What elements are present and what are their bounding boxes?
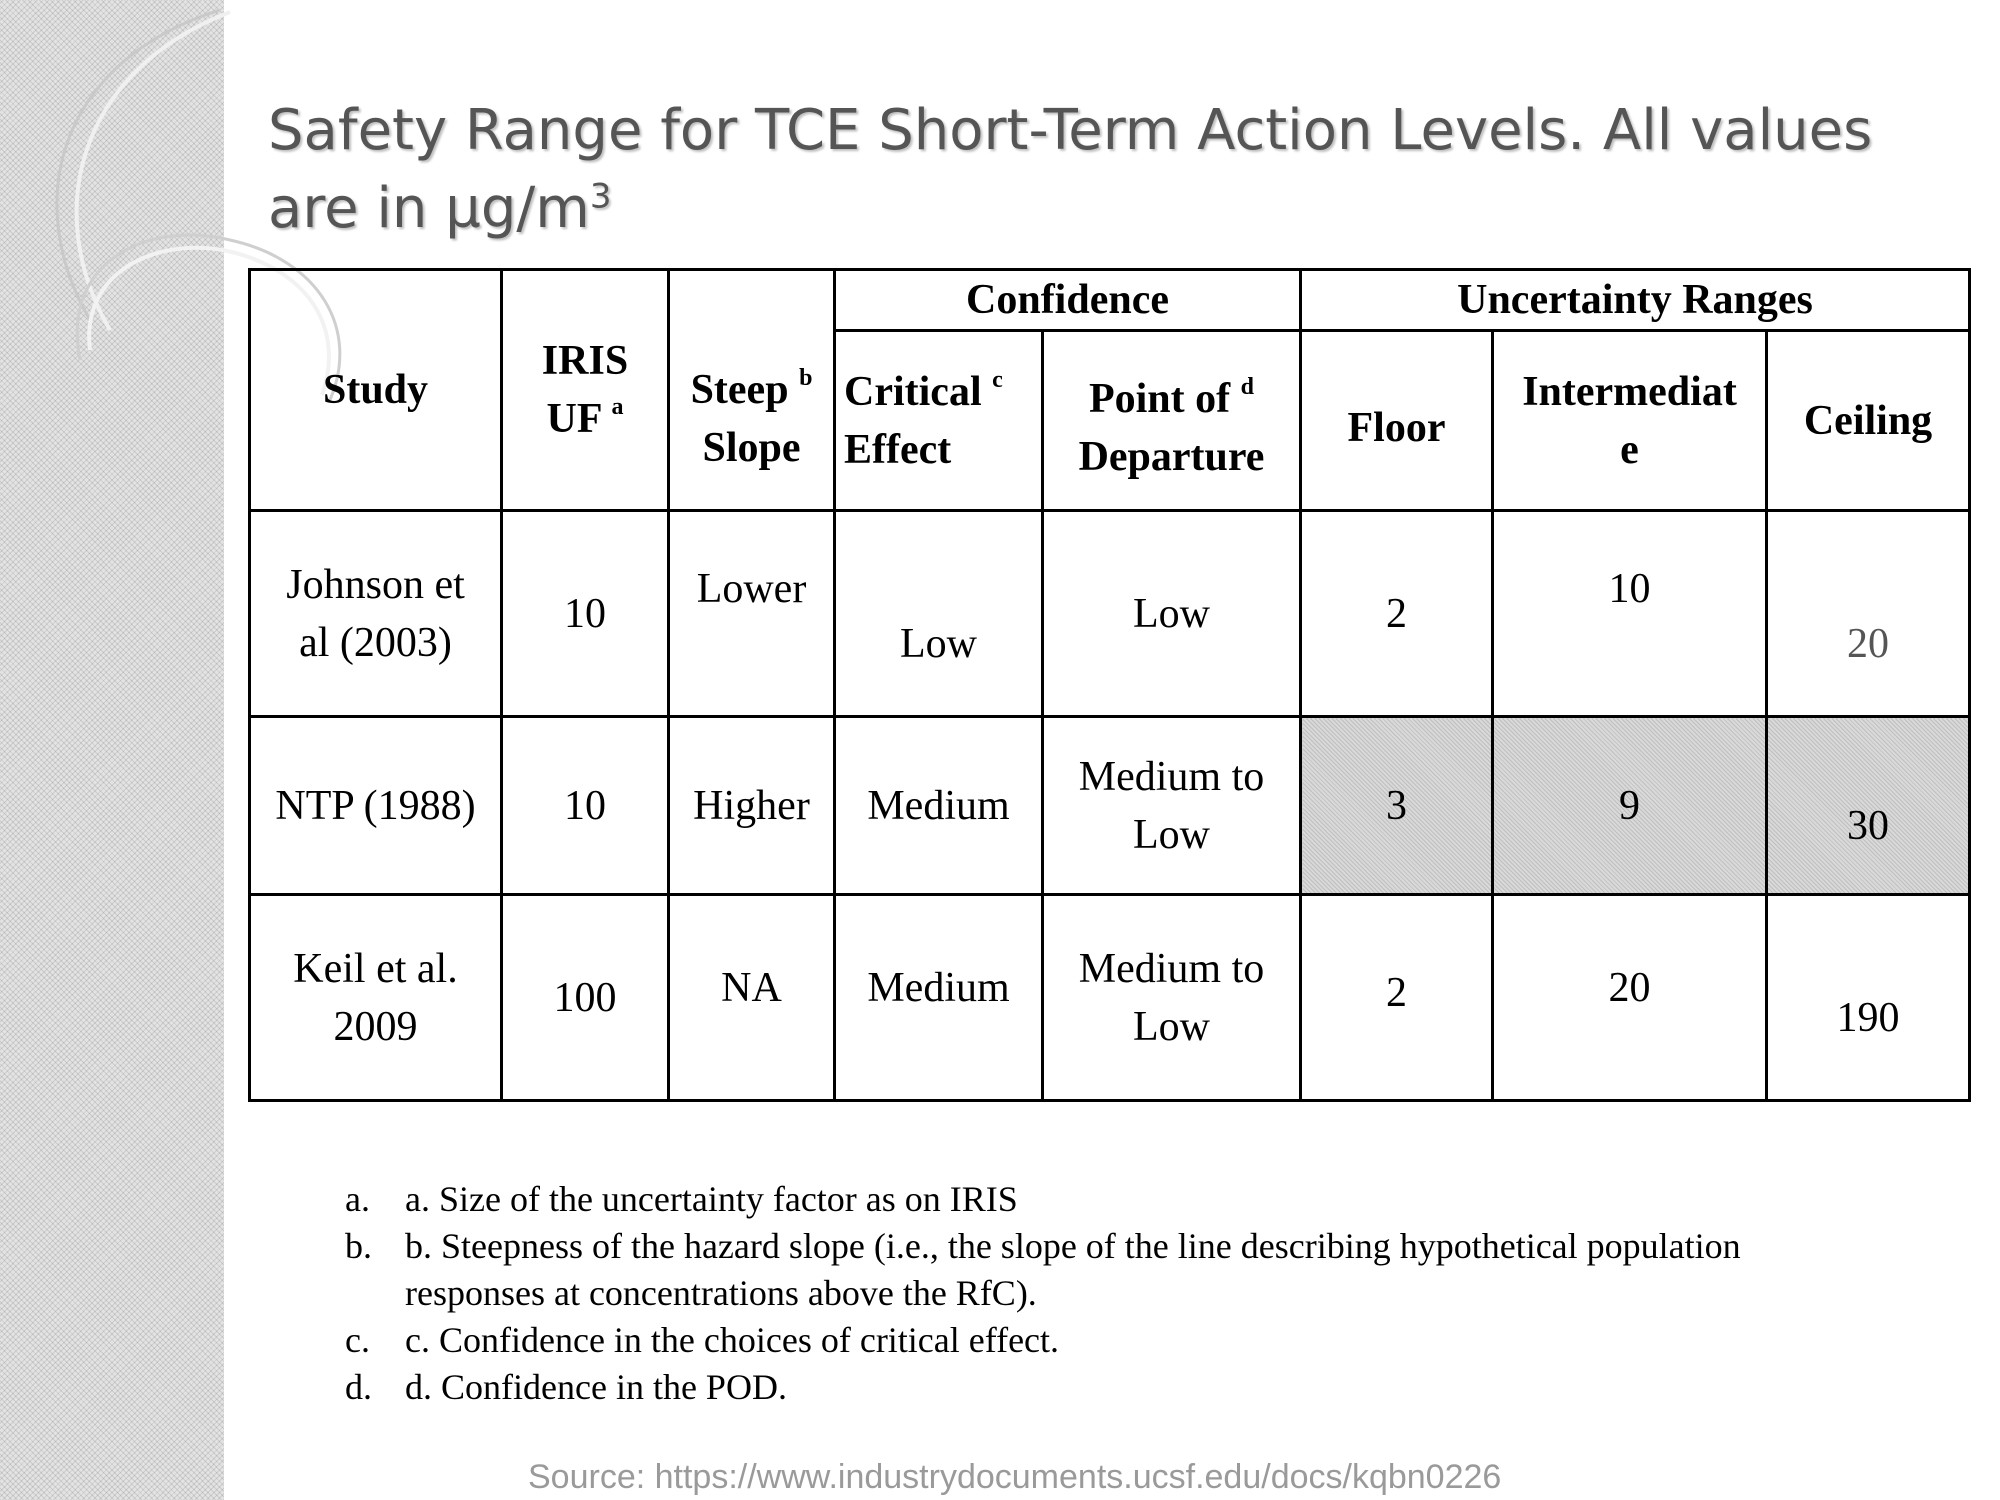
title-line-1: Safety Range for TCE Short-Term Action L… [268,98,1873,163]
cell-intermediate: 9 [1491,715,1768,896]
header-steep-slope: Steep b Slope [667,268,836,512]
title-superscript: 3 [589,176,612,217]
source-url: Source: https://www.industrydocuments.uc… [528,1458,1502,1496]
header-ceiling: Ceiling [1764,329,1972,512]
cell-study: Keil et al. 2009 [248,893,503,1102]
footnote-item: c. c. Confidence in the choices of critic… [345,1320,1060,1360]
header-group-uncertainty: Uncertainty Ranges [1298,268,1972,332]
table-header-row: Critical c Effect Point of d Departure F… [250,329,1972,512]
cell-pod: Medium to Low [1041,893,1302,1102]
footnote-item: a. a. Size of the uncertainty factor as o… [345,1179,1018,1219]
table-row: NTP (1988) 10 Higher Medium Medium to Low… [248,715,1972,896]
header-study: Study [248,268,503,512]
page-title: Safety Range for TCE Short-Term Action L… [268,92,1948,248]
cell-intermediate: 10 [1491,509,1768,718]
table-row: Keil et al. 2009 100 NA Medium Medium to L… [248,893,1972,1102]
cell-iris: 10 [500,715,670,896]
footnote-item: b. b. Steepness of the hazard slope (i.e.… [345,1226,1741,1313]
cell-critical: Medium [833,715,1044,896]
cell-steep: Higher [667,715,836,896]
cell-ceiling: 20 [1764,509,1972,718]
cell-critical: Medium [833,893,1044,1102]
cell-steep: Lower [667,509,836,718]
header-iris-uf: IRIS UF a [500,268,670,512]
footnotes-list: a. a. Size of the uncertainty factor as o… [345,1176,1845,1411]
footnote-item: d. d. Confidence in the POD. [345,1367,787,1407]
cell-intermediate: 20 [1491,893,1768,1102]
cell-study: NTP (1988) [248,715,503,896]
header-intermediate: Intermediat e [1491,329,1768,512]
cell-critical: Low [833,509,1044,718]
header-critical-effect: Critical c Effect [833,329,1044,512]
cell-floor: 2 [1299,893,1494,1102]
cell-study: Johnson et al (2003) [248,509,503,718]
cell-pod: Medium to Low [1041,715,1302,896]
cell-iris: 100 [500,893,670,1102]
cell-floor: 3 [1299,715,1494,896]
header-point-of-departure: Point of d Departure [1041,329,1302,512]
cell-iris: 10 [500,509,670,718]
table-row: Johnson et al (2003) 10 Lower Low Low 2 1… [248,509,1972,718]
title-line-2: are in µg/m [268,176,590,241]
cell-pod: Low [1041,509,1302,718]
action-levels-table: Study IRIS UF a Steep b Slope Confidence… [248,268,1972,1102]
header-floor: Floor [1299,329,1494,512]
cell-floor: 2 [1299,509,1494,718]
cell-ceiling: 190 [1764,893,1972,1102]
cell-ceiling: 30 [1764,715,1972,896]
table-group-header-row: Study IRIS UF a Steep b Slope Confidence… [248,268,1972,512]
cell-steep: NA [667,893,836,1102]
header-group-confidence: Confidence [833,268,1302,332]
